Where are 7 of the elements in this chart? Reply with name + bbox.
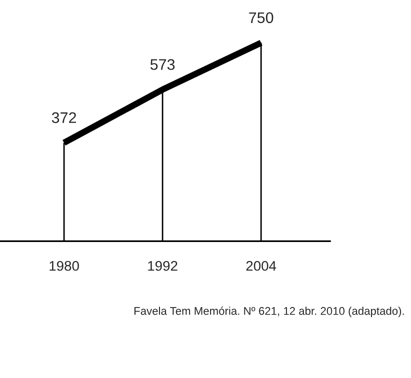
x-tick-label: 1992	[148, 260, 178, 271]
data-label: 372	[52, 112, 76, 124]
data-label: 750	[249, 12, 274, 24]
text: Favela Tem Memória. Nº 621, 12 abr. 2010 (adaptado).	[134, 306, 404, 318]
x-tick-label: 2004	[246, 260, 276, 271]
data-label: 573	[150, 59, 175, 70]
x-tick-label: 1980	[50, 260, 79, 271]
